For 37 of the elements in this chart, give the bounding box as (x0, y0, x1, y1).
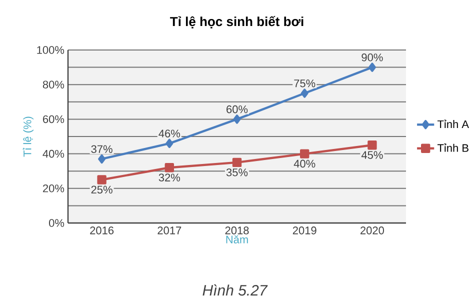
point (97, 175, 106, 184)
legend-label: Tỉnh A (437, 120, 469, 128)
y-axis-title: Tỉ lệ (%) (22, 116, 34, 157)
x-tick-label: 2016 (90, 226, 114, 234)
y-tick-label: 20% (43, 184, 64, 192)
y-tick-label: 80% (42, 80, 64, 88)
point (98, 154, 106, 164)
data-label: 37% (91, 145, 112, 153)
point (368, 140, 377, 150)
chart-title: Tỉ lệ học sinh biết bơi (170, 16, 304, 28)
point (166, 138, 174, 148)
legend-label: Tỉnh B (437, 144, 468, 152)
x-tick-label: 2020 (360, 226, 384, 234)
data-label: 46% (158, 130, 180, 138)
x-axis-title: Năm (226, 235, 248, 244)
point (164, 163, 174, 172)
y-tick-label: 0% (48, 219, 64, 227)
data-label: 45% (361, 151, 383, 159)
text: Hình 5.27 (202, 284, 268, 296)
point (368, 62, 376, 72)
data-label: 75% (294, 80, 316, 88)
x-tick-label: 2018 (225, 226, 249, 234)
point (300, 88, 308, 98)
data-label: 40% (294, 160, 316, 168)
point (232, 158, 242, 168)
data-label: 25% (91, 186, 112, 194)
data-label: 90% (362, 54, 383, 62)
point (233, 114, 241, 124)
point (300, 149, 310, 158)
y-tick-label: 100% (37, 46, 64, 54)
data-label: 35% (226, 168, 248, 176)
y-tick-label: 40% (42, 150, 64, 158)
data-label: 32% (158, 174, 180, 182)
y-tick-label: 60% (43, 115, 64, 124)
data-label: 60% (226, 105, 248, 114)
x-tick-label: 2019 (292, 226, 316, 234)
x-tick-label: 2017 (158, 226, 182, 234)
